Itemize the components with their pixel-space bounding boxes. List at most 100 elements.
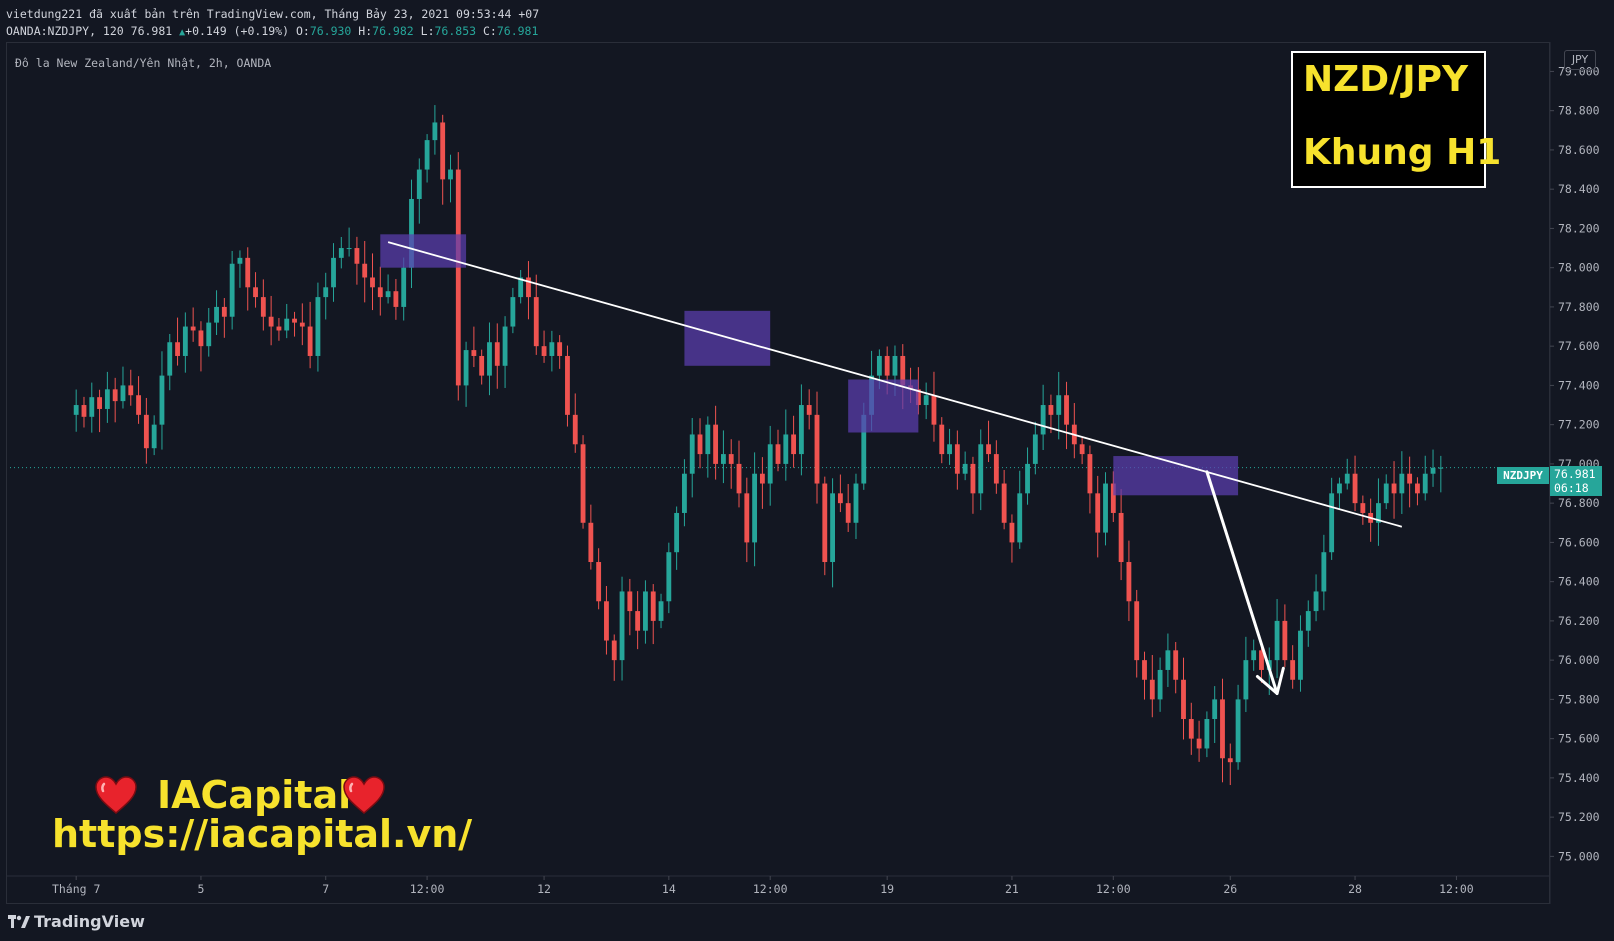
- candle-body: [479, 355, 485, 376]
- candle-body: [463, 350, 469, 386]
- candle-body: [424, 140, 430, 170]
- candle-body: [876, 355, 882, 376]
- change-arrow-icon: ▲: [179, 27, 186, 38]
- candle-body: [104, 389, 110, 409]
- candle-body: [1383, 483, 1389, 504]
- time-tick-label: 12:00: [753, 882, 788, 896]
- heart-icon: [95, 776, 137, 814]
- time-tick-label: 5: [197, 882, 204, 896]
- candle-body: [541, 346, 547, 356]
- time-tick-label: Tháng 7: [52, 882, 101, 896]
- candle-body: [1376, 503, 1381, 523]
- tradingview-logo-text: TradingView: [34, 912, 145, 931]
- price-axis[interactable]: 79.000 78.800 78.600 78.400 78.200 78.000 77.8…: [1550, 64, 1600, 863]
- candle-body: [136, 395, 141, 415]
- open-label: O:: [295, 24, 310, 38]
- candle-body: [307, 326, 313, 356]
- price-tick-label: 75.000: [1558, 849, 1600, 863]
- candle-body: [385, 291, 391, 298]
- candle-body: [510, 297, 516, 327]
- time-tick-label: 7: [322, 882, 329, 896]
- candle-body: [572, 414, 578, 445]
- time-tick-label: 12: [537, 882, 551, 896]
- candle-body: [471, 350, 477, 356]
- candle-body: [276, 326, 282, 331]
- time-tick-label: 14: [662, 882, 676, 896]
- candle-body: [1243, 660, 1249, 700]
- candle-body: [370, 277, 375, 288]
- time-tick-label: 19: [880, 882, 894, 896]
- candle-body: [861, 414, 867, 484]
- price-tick-label: 78.400: [1558, 182, 1600, 196]
- candle-body: [783, 434, 789, 464]
- tradingview-logo[interactable]: TradingView: [8, 912, 145, 931]
- candle-body: [1227, 758, 1233, 763]
- tradingview-logo-icon: [8, 914, 30, 928]
- price-tick-label: 76.000: [1558, 653, 1600, 667]
- candle-body: [588, 522, 594, 563]
- candle-body: [549, 342, 555, 356]
- candle-body: [1220, 699, 1225, 759]
- candle-body: [299, 322, 305, 327]
- candle-body: [533, 297, 539, 347]
- candle-body: [487, 342, 492, 376]
- candle-body: [1165, 650, 1171, 670]
- candle-body: [1290, 660, 1296, 680]
- candle-body: [682, 473, 687, 513]
- candle-body: [1352, 473, 1358, 504]
- candle-body: [791, 434, 797, 455]
- candle-body: [1157, 669, 1163, 700]
- candle-body: [1305, 611, 1311, 631]
- candle-body: [939, 424, 945, 455]
- candle-body: [674, 512, 680, 553]
- candle-body: [557, 342, 563, 356]
- candle-body: [1056, 395, 1062, 415]
- candle-body: [526, 277, 531, 298]
- price-tick-label: 77.400: [1558, 378, 1600, 392]
- heart-icon: [343, 776, 385, 814]
- candle-body: [619, 591, 625, 661]
- price-tick-label: 75.400: [1558, 771, 1600, 785]
- candle-body: [1274, 620, 1280, 661]
- candle-body: [993, 454, 999, 484]
- candle-body: [268, 316, 274, 327]
- candle-body: [1009, 522, 1015, 543]
- time-tick-label: 12:00: [410, 882, 445, 896]
- candle-body: [112, 389, 118, 402]
- candle-body: [1204, 719, 1210, 749]
- price-tick-label: 76.200: [1558, 614, 1600, 628]
- candle-body: [689, 434, 695, 474]
- time-tick-label: 26: [1223, 882, 1237, 896]
- candle-body: [1118, 512, 1124, 563]
- candle-body: [331, 257, 336, 288]
- current-price-tag: 76.981 06:18: [1550, 466, 1602, 496]
- candle-body: [611, 640, 617, 661]
- candle-body: [1212, 699, 1218, 720]
- price-tick-label: 75.800: [1558, 692, 1600, 706]
- ohlc-legend: OANDA:NZDJPY, 120 76.981 ▲+0.149 (+0.19%…: [6, 24, 538, 38]
- brand-url[interactable]: https://iacapital.vn/: [52, 812, 473, 856]
- candle-body: [89, 397, 95, 417]
- candle-body: [1251, 650, 1257, 661]
- candle-body: [128, 385, 134, 396]
- candle-body: [643, 591, 648, 631]
- candle-body: [978, 444, 984, 494]
- candle-body: [1391, 483, 1397, 494]
- candle-body: [416, 169, 422, 199]
- time-axis[interactable]: Tháng 7 5 7 12:00 12 14 12:00 19 21 12:00 26 28 12:0…: [52, 876, 1474, 896]
- candle-body: [1344, 473, 1350, 484]
- candle-body: [1173, 650, 1179, 680]
- currency-badge[interactable]: JPY: [1564, 50, 1596, 70]
- candle-body: [229, 263, 235, 317]
- candle-body: [338, 248, 344, 258]
- candle-body: [120, 385, 126, 402]
- candle-body: [1001, 483, 1007, 523]
- close-label: C:: [482, 24, 497, 38]
- candle-body: [1298, 630, 1303, 680]
- candle-body: [253, 287, 258, 298]
- candle-body: [1321, 552, 1327, 592]
- candle-body: [175, 342, 180, 356]
- candle-body: [1422, 473, 1428, 494]
- symbol-price-tag: NZDJPY: [1497, 467, 1549, 484]
